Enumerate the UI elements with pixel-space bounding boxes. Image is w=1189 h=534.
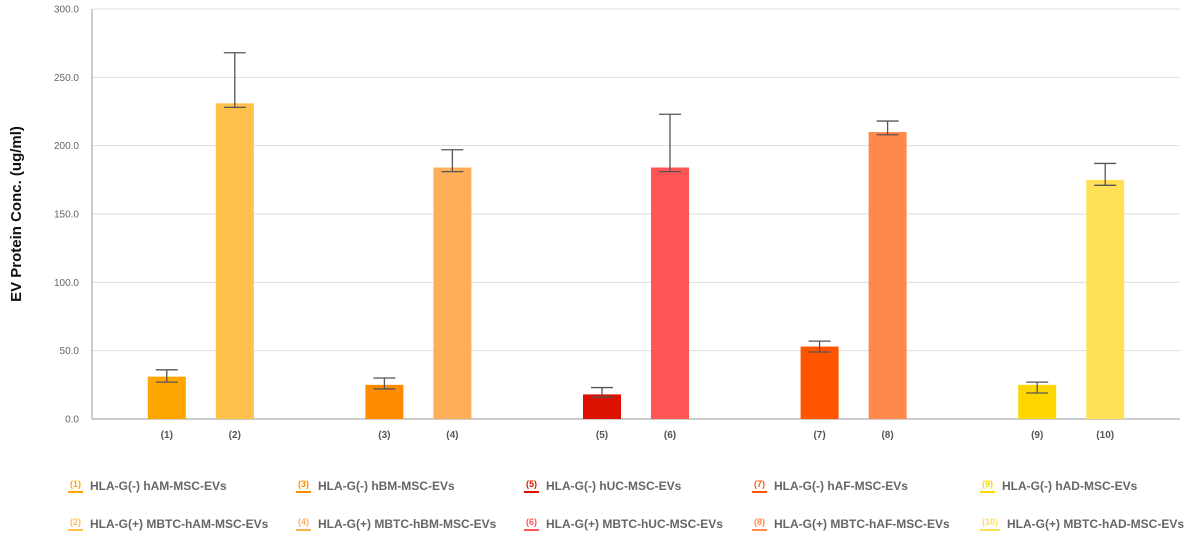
bar xyxy=(800,346,839,419)
bar xyxy=(147,376,186,419)
error-bar xyxy=(223,52,246,109)
error-bars xyxy=(155,52,1117,398)
x-tick-label: (10) xyxy=(1096,430,1114,441)
error-bar xyxy=(876,120,899,136)
error-bar xyxy=(591,386,613,398)
error-bar xyxy=(441,149,464,173)
x-tick-label: (5) xyxy=(596,430,608,441)
bar xyxy=(365,384,404,419)
grid-lines xyxy=(92,8,1180,352)
error-bar xyxy=(1094,162,1117,186)
y-axis-label: EV Protein Conc. (ug/ml) xyxy=(8,126,25,302)
y-tick-label: 0.0 xyxy=(65,415,79,426)
error-bar xyxy=(373,377,396,390)
bar xyxy=(583,394,621,419)
error-bar xyxy=(659,113,681,173)
bar xyxy=(868,132,907,419)
bar xyxy=(433,167,472,419)
x-tick-label: (1) xyxy=(161,430,173,441)
error-bar xyxy=(155,369,178,383)
bar xyxy=(651,167,689,419)
x-tick-label: (2) xyxy=(229,430,241,441)
y-tick-label: 200.0 xyxy=(54,141,79,152)
y-tick-label: 250.0 xyxy=(54,73,79,84)
x-tick-label: (7) xyxy=(813,430,825,441)
y-tick-label: 300.0 xyxy=(54,5,79,16)
y-tick-label: 150.0 xyxy=(54,210,79,221)
x-tick-label: (6) xyxy=(664,430,676,441)
y-tick-label: 100.0 xyxy=(54,278,79,289)
category-labels: (1) (2) (3) (4) (5) (6) (7) (8) (9) (10) xyxy=(161,430,1114,441)
axes: 0.0 50.0 100.0 150.0 200.0 250.0 300.0 xyxy=(54,5,1180,426)
x-tick-label: (4) xyxy=(446,430,458,441)
bar xyxy=(1086,179,1125,419)
bar xyxy=(215,103,254,420)
error-bar xyxy=(1026,381,1049,394)
x-tick-label: (3) xyxy=(378,430,390,441)
bars xyxy=(147,103,1125,420)
x-tick-label: (8) xyxy=(881,430,893,441)
error-bar xyxy=(808,340,831,353)
x-tick-label: (9) xyxy=(1031,430,1043,441)
y-tick-label: 50.0 xyxy=(60,346,80,357)
